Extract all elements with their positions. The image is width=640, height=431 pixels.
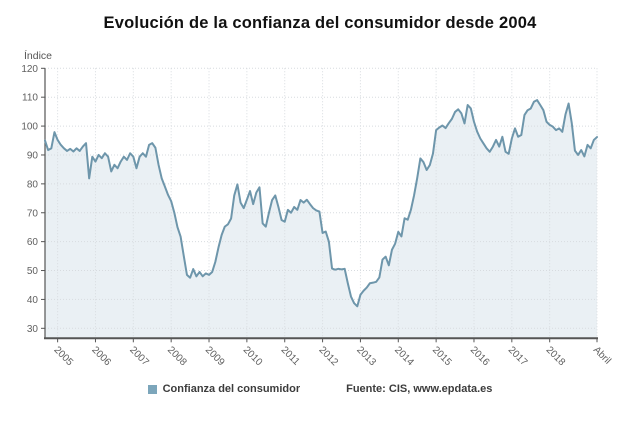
x-tick-label: 2006 bbox=[89, 345, 113, 369]
x-tick-label: 2008 bbox=[165, 345, 189, 369]
y-tick-label: 30 bbox=[27, 324, 39, 335]
y-tick-label: 50 bbox=[27, 266, 39, 277]
x-tick-label: 2009 bbox=[203, 345, 227, 369]
y-tick-label: 60 bbox=[27, 237, 39, 248]
y-axis-title: Índice bbox=[24, 50, 53, 62]
legend-item-confianza[interactable]: Confianza del consumidor bbox=[147, 383, 301, 395]
y-tick-label: 90 bbox=[27, 150, 39, 161]
x-tick-label: 2018 bbox=[544, 345, 568, 369]
x-tick-label: 2011 bbox=[279, 345, 302, 368]
x-tick-label: 2012 bbox=[316, 345, 340, 369]
y-tick-label: 120 bbox=[21, 64, 38, 75]
x-tick-label: 2015 bbox=[430, 345, 454, 369]
y-tick-label: 100 bbox=[21, 122, 38, 133]
chart-title: Evolución de la confianza del consumidor… bbox=[103, 14, 537, 32]
x-tick-label: 2007 bbox=[127, 345, 151, 369]
x-tick-label: 2017 bbox=[506, 345, 530, 369]
x-tick-label: 2010 bbox=[241, 345, 265, 369]
x-tick-label: Abril bbox=[591, 345, 613, 367]
x-tick-label: 2016 bbox=[468, 345, 492, 369]
y-tick-label: 70 bbox=[27, 208, 39, 219]
x-tick-label: 2005 bbox=[51, 345, 75, 369]
series-area-fill bbox=[45, 100, 597, 339]
line-chart-plot: 30 40 50 60 70 80 90 100 110 120 2005 2006 2007 2008 2… bbox=[21, 64, 613, 369]
chart-legend: Confianza del consumidor Fuente: CIS, ww… bbox=[0, 381, 640, 397]
y-tick-label: 40 bbox=[27, 295, 39, 306]
y-tick-label: 80 bbox=[27, 179, 39, 190]
y-tick-label: 110 bbox=[22, 93, 38, 104]
confidence-line-series bbox=[44, 99, 598, 308]
x-tick-label: 2013 bbox=[354, 345, 378, 369]
x-tick-label: 2014 bbox=[392, 345, 416, 369]
series-color-swatch-icon bbox=[147, 384, 157, 394]
legend-series-label: Confianza del consumidor bbox=[162, 383, 301, 395]
source-attribution: Fuente: CIS, www.epdata.es bbox=[346, 383, 493, 395]
